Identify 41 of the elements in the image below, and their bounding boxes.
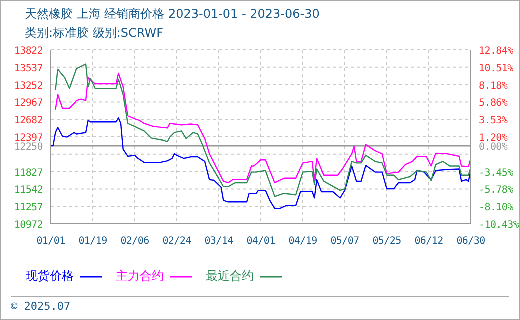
x-tick-label: 06/12	[414, 236, 444, 247]
y-tick-label: 13252	[14, 80, 44, 92]
line-series	[51, 118, 471, 210]
y-tick-label: 12967	[14, 98, 44, 110]
y-tick-label: 11257	[14, 202, 44, 214]
line-series	[55, 72, 471, 184]
y-tick-label: 13822	[14, 46, 44, 57]
y-tick-label: 11542	[14, 185, 44, 196]
y2-tick-label: -8.10%	[479, 202, 514, 214]
text: © 2025.07	[11, 300, 71, 313]
chart-title: 天然橡胶 上海 经销商价格 2023-01-01 - 2023-06-30	[25, 6, 320, 23]
x-tick-label: 05/07	[330, 236, 360, 247]
x-tick-label: 02/06	[120, 236, 150, 247]
y2-tick-label: 8.18%	[479, 80, 508, 92]
x-tick-label: 01/19	[78, 236, 108, 247]
x-tick-label: 06/30	[456, 236, 486, 247]
y2-tick-label: -5.78%	[479, 185, 514, 196]
y-tick-label: 11827	[14, 168, 44, 179]
y-tick-label: 12250	[14, 142, 44, 153]
chart-subtitle: 类别:标准胶 级别:SCRWF	[25, 25, 164, 42]
y2-tick-label: 0.00%	[479, 142, 508, 154]
y-tick-label: 10972	[14, 220, 44, 231]
legend-label: 最近合约	[206, 268, 255, 285]
line-series	[55, 64, 471, 198]
y2-tick-label: -10.43%	[479, 220, 520, 231]
y2-tick-label: 12.84%	[479, 46, 514, 57]
y2-tick-label: 5.86%	[479, 98, 508, 110]
x-tick-label: 05/25	[372, 236, 402, 247]
x-tick-label: 04/01	[246, 236, 276, 247]
y2-tick-label: 3.53%	[479, 116, 508, 127]
y-tick-label: 12682	[14, 116, 44, 127]
legend-label: 现货价格	[26, 268, 75, 285]
y2-tick-label: -3.45%	[479, 168, 514, 179]
y2-tick-label: 10.51%	[479, 63, 514, 74]
x-tick-label: 03/14	[204, 236, 234, 247]
y-tick-label: 12397	[14, 133, 44, 144]
x-tick-label: 01/01	[36, 236, 66, 247]
x-tick-label: 02/24	[162, 236, 192, 247]
y-tick-label: 13537	[14, 63, 44, 74]
legend-label: 主力合约	[116, 268, 165, 285]
x-tick-label: 04/19	[288, 236, 318, 247]
